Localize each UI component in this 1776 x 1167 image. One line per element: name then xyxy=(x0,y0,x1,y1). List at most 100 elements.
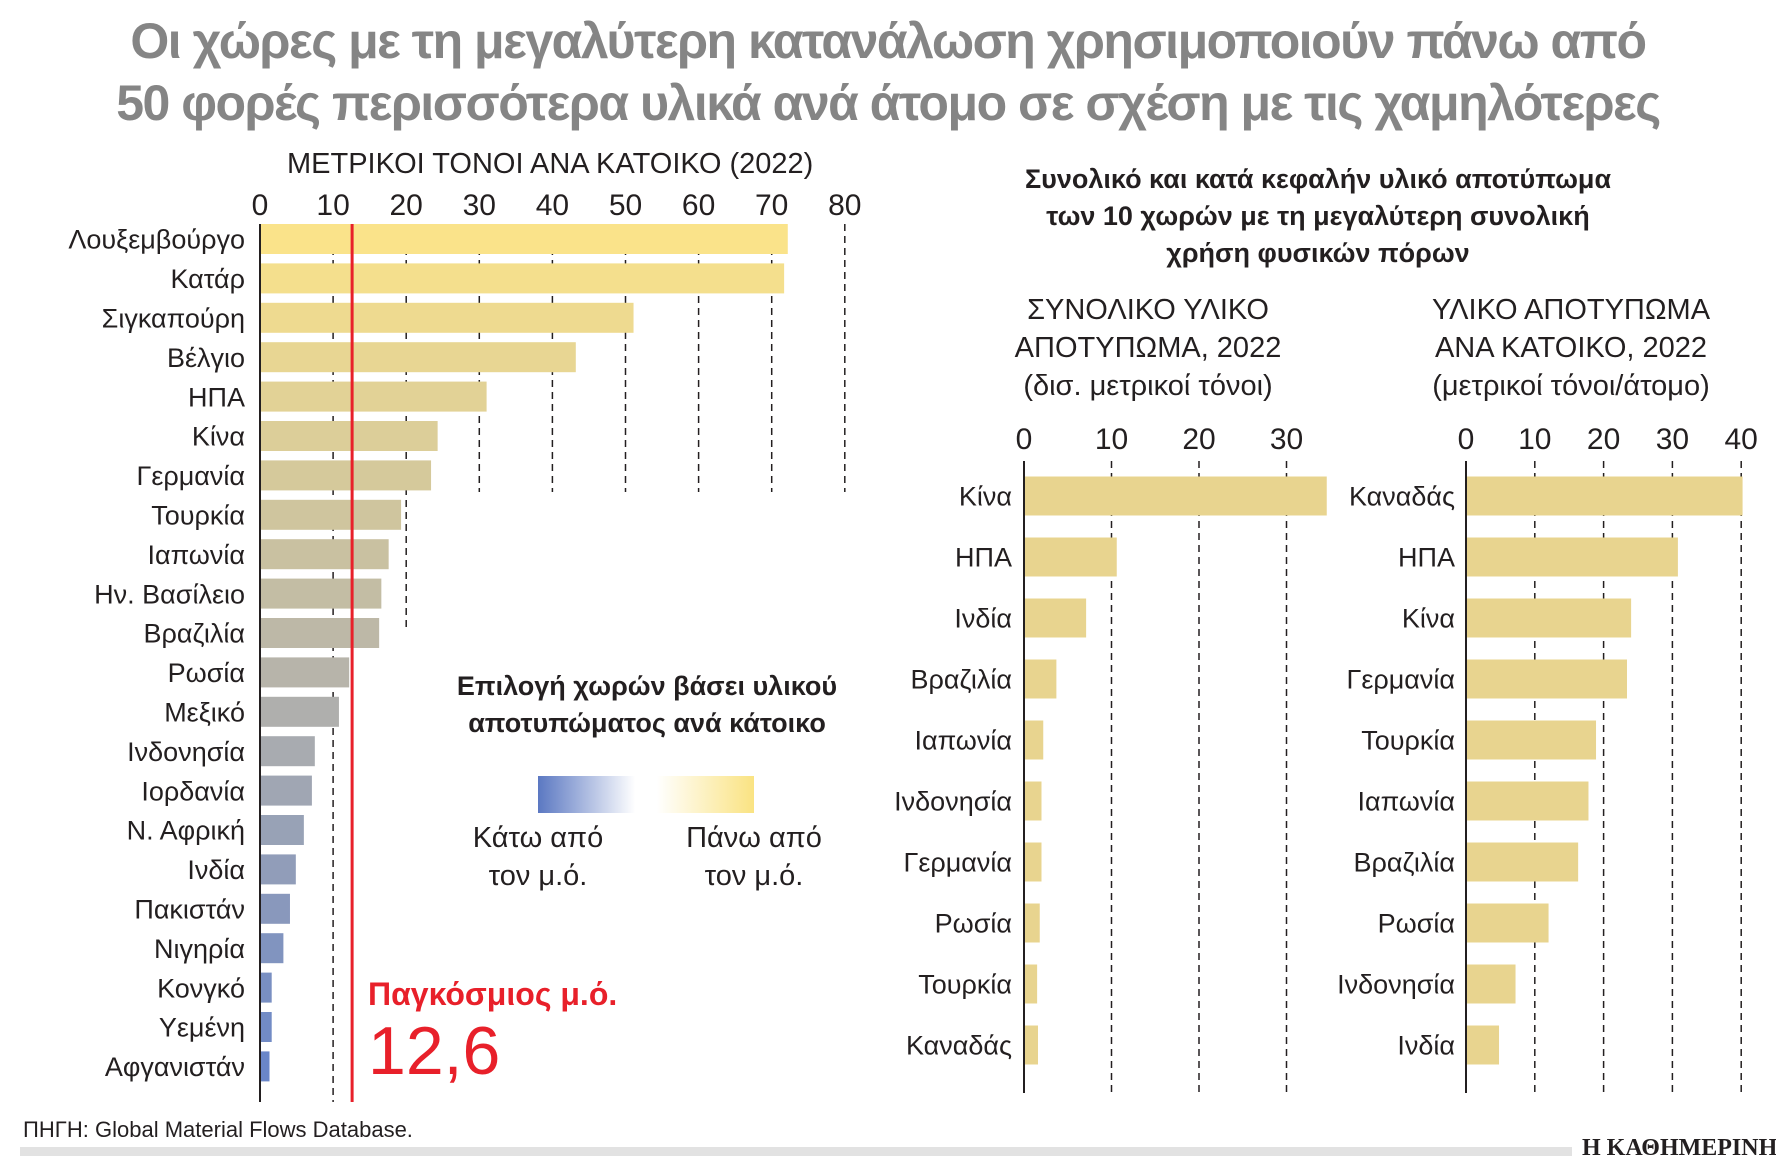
tick-label: 30 xyxy=(463,189,496,222)
category-label: Ινδία xyxy=(187,855,245,885)
category-label: Σιγκαπούρη xyxy=(102,304,245,334)
category-label: Τουρκία xyxy=(1361,726,1455,756)
bar xyxy=(260,499,402,530)
category-label: Ν. Αφρική xyxy=(127,816,245,846)
category-label: Κίνα xyxy=(959,482,1012,512)
bar xyxy=(260,618,380,648)
percap-chart-title-1: ΥΛΙΚΟ ΑΠΟΤΥΠΩΜΑ xyxy=(1431,294,1711,326)
bar xyxy=(1024,781,1042,821)
bar xyxy=(1024,537,1117,577)
category-label: Ινδία xyxy=(1397,1031,1455,1061)
tick-label: 0 xyxy=(1016,423,1033,456)
category-label: Τουρκία xyxy=(151,501,245,531)
category-label: Γερμανία xyxy=(136,461,245,491)
bar xyxy=(1466,537,1678,577)
legend-below-line-2: τον μ.ό. xyxy=(488,860,588,892)
bar xyxy=(1024,720,1044,760)
category-label: Ινδονησία xyxy=(127,737,245,767)
legend-title-line-2: αποτυπώματος ανά κάτοικο xyxy=(468,708,826,738)
bar xyxy=(260,775,312,806)
left-chart-axis-title: ΜΕΤΡΙΚΟΙ ΤΟΝΟΙ ΑΝΑ ΚΑΤΟΙΚΟ (2022) xyxy=(287,148,814,180)
tick-label: 50 xyxy=(609,189,642,222)
total-chart-title-1: ΣΥΝΟΛΙΚΟ ΥΛΙΚΟ xyxy=(1027,294,1269,326)
bar xyxy=(260,460,432,491)
bar xyxy=(1024,964,1038,1004)
percap-chart-title-2: ΑΝΑ ΚΑΤΟΙΚΟ, 2022 xyxy=(1434,332,1708,364)
category-label: Βραζιλία xyxy=(910,665,1012,695)
category-label: Τουρκία xyxy=(918,970,1012,1000)
tick-label: 10 xyxy=(1095,423,1128,456)
legend-gradient xyxy=(538,776,754,813)
category-label: Κίνα xyxy=(192,422,245,452)
tick-label: 30 xyxy=(1270,423,1303,456)
category-label: Ιαπωνία xyxy=(147,540,245,570)
category-label: Γερμανία xyxy=(903,848,1012,878)
category-label: Ην. Βασίλειο xyxy=(94,579,245,609)
tick-label: 20 xyxy=(1182,423,1215,456)
bar xyxy=(1466,476,1743,516)
category-label: ΗΠΑ xyxy=(188,382,245,412)
bar xyxy=(260,736,315,767)
footer-bar xyxy=(20,1147,1572,1156)
tick-label: 80 xyxy=(828,189,861,222)
legend-below-line-1: Κάτω από xyxy=(472,822,604,854)
category-label: ΗΠΑ xyxy=(955,543,1012,573)
bar xyxy=(260,1051,270,1082)
world-average-value: 12,6 xyxy=(368,1013,501,1089)
category-label: Ινδονησία xyxy=(1337,970,1455,1000)
bar xyxy=(1024,598,1087,638)
world-average-label: Παγκόσμιος μ.ό. xyxy=(368,976,618,1012)
category-label: Νιγηρία xyxy=(154,934,245,964)
bar xyxy=(1466,598,1632,638)
category-label: Ιορδανία xyxy=(141,776,245,806)
bar xyxy=(260,578,382,609)
bar xyxy=(260,893,290,924)
bar xyxy=(260,1012,272,1042)
bar xyxy=(260,302,634,333)
source-note: ΠΗΓΗ: Global Material Flows Database. xyxy=(23,1117,413,1142)
legend-above-line-1: Πάνω από xyxy=(686,822,822,854)
tick-label: 0 xyxy=(1458,423,1475,456)
tick-label: 70 xyxy=(755,189,788,222)
category-label: Αφγανιστάν xyxy=(105,1052,245,1082)
category-label: Ινδονησία xyxy=(894,787,1012,817)
bar xyxy=(1466,964,1516,1004)
bar xyxy=(260,224,788,254)
title-line-1: Οι χώρες με τη μεγαλύτερη κατανάλωση χρη… xyxy=(130,13,1647,69)
percap-chart-title-3: (μετρικοί τόνοι/άτομο) xyxy=(1432,370,1710,402)
category-label: Πακιστάν xyxy=(134,895,245,925)
category-label: Υεμένη xyxy=(159,1013,245,1043)
tick-label: 40 xyxy=(1725,423,1758,456)
bar xyxy=(260,263,785,294)
category-label: Καναδάς xyxy=(1349,482,1455,512)
bar xyxy=(1466,720,1597,760)
bar xyxy=(260,972,272,1003)
logo: Η ΚΑΘΗΜΕΡΙΝΗ xyxy=(1582,1135,1776,1161)
bar xyxy=(1466,1025,1500,1065)
bar xyxy=(1466,781,1589,821)
category-label: Βραζιλία xyxy=(143,619,245,649)
bar xyxy=(1024,1025,1038,1065)
bar xyxy=(260,421,438,451)
category-label: Ρωσία xyxy=(1378,909,1455,939)
bar xyxy=(260,854,296,885)
bar xyxy=(1466,903,1549,943)
legend-title-line-1: Επιλογή χωρών βάσει υλικού xyxy=(456,671,838,701)
category-label: Κατάρ xyxy=(170,264,245,294)
bar xyxy=(1024,659,1057,699)
category-label: Καναδάς xyxy=(906,1031,1012,1061)
bar xyxy=(1466,659,1627,699)
category-label: Ιαπωνία xyxy=(1357,787,1455,817)
bar xyxy=(260,381,487,412)
category-label: Βέλγιο xyxy=(167,343,245,373)
tick-label: 20 xyxy=(390,189,423,222)
bar xyxy=(260,933,284,964)
tick-label: 10 xyxy=(1518,423,1551,456)
tick-label: 10 xyxy=(316,189,349,222)
tick-label: 40 xyxy=(536,189,569,222)
category-label: Λουξεμβούργο xyxy=(68,225,245,255)
total-chart-title-3: (δισ. μετρικοί τόνοι) xyxy=(1023,370,1273,402)
tick-label: 20 xyxy=(1587,423,1620,456)
right-title-line-1: Συνολικό και κατά κεφαλήν υλικό αποτύπωμ… xyxy=(1024,164,1612,194)
